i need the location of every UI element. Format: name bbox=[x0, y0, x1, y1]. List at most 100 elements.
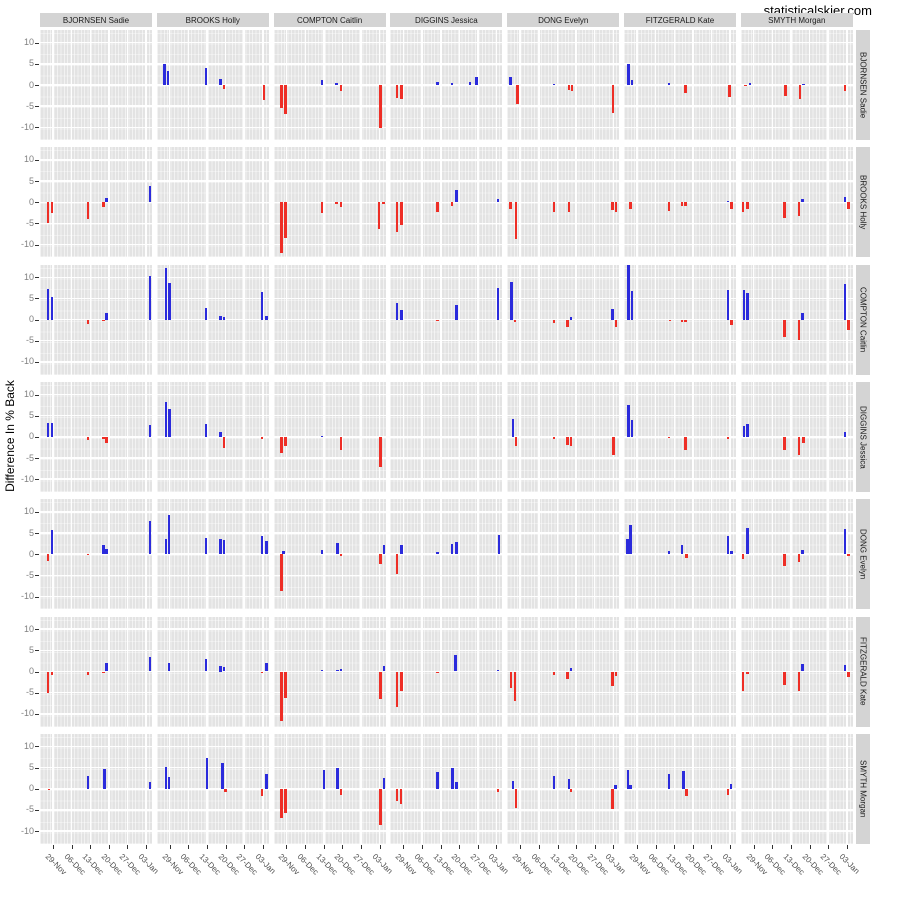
facet-panel-r4c2 bbox=[273, 499, 386, 610]
gridline-vertical bbox=[187, 616, 190, 727]
bar bbox=[680, 544, 684, 555]
bar bbox=[627, 405, 630, 437]
gridline-horizontal bbox=[156, 830, 269, 832]
x-tick-mark bbox=[636, 844, 638, 849]
gridline-horizontal bbox=[40, 41, 152, 44]
bar bbox=[379, 85, 382, 129]
gridline-vertical bbox=[126, 381, 129, 492]
bar bbox=[510, 281, 513, 320]
gridline-vertical bbox=[360, 499, 362, 610]
bar bbox=[552, 83, 556, 85]
bar bbox=[450, 543, 454, 555]
bar bbox=[436, 319, 439, 321]
facet-panel-r3c3 bbox=[390, 381, 503, 492]
bar bbox=[741, 202, 745, 212]
x-tick-mark bbox=[772, 844, 774, 849]
gridline-vertical bbox=[224, 381, 227, 492]
bar bbox=[395, 788, 399, 802]
gridline-vertical bbox=[846, 499, 848, 610]
gridline-horizontal bbox=[40, 691, 152, 694]
gridline-vertical bbox=[70, 30, 73, 140]
gridline-vertical bbox=[304, 30, 307, 140]
gridline-horizontal bbox=[156, 553, 269, 555]
bar bbox=[454, 655, 457, 672]
gridline-vertical bbox=[752, 147, 755, 258]
gridline-horizontal bbox=[624, 457, 736, 459]
y-tick-mark bbox=[35, 479, 39, 481]
bar bbox=[222, 317, 226, 320]
gridline-vertical bbox=[360, 616, 362, 727]
gridline-vertical bbox=[593, 616, 596, 727]
gridline-vertical bbox=[808, 381, 811, 492]
gridline-horizontal bbox=[40, 105, 152, 107]
facet-panel-r3c0 bbox=[40, 381, 152, 492]
gridline-horizontal bbox=[624, 105, 736, 107]
x-tick-mark bbox=[538, 844, 540, 849]
gridline-vertical bbox=[89, 733, 92, 844]
bar bbox=[50, 202, 53, 213]
bar bbox=[797, 436, 801, 456]
gridline-horizontal bbox=[740, 628, 853, 630]
gridline-vertical bbox=[673, 499, 676, 610]
y-tick-mark bbox=[35, 436, 39, 438]
gridline-vertical bbox=[710, 499, 713, 610]
gridline-vertical bbox=[323, 499, 325, 610]
x-tick-mark bbox=[379, 844, 381, 849]
gridline-vertical bbox=[790, 264, 792, 375]
x-tick-mark bbox=[207, 844, 209, 849]
gridline-horizontal bbox=[624, 628, 736, 630]
facet-panel-r1c5 bbox=[624, 147, 736, 258]
gridline-horizontal bbox=[156, 276, 269, 279]
bar bbox=[280, 85, 283, 109]
bar bbox=[335, 82, 338, 85]
gridline-vertical bbox=[402, 733, 405, 844]
gridline-vertical bbox=[827, 147, 829, 258]
gridline-vertical bbox=[145, 147, 147, 258]
bar bbox=[475, 77, 478, 85]
gridline-vertical bbox=[654, 147, 657, 258]
gridline-horizontal bbox=[390, 297, 503, 300]
facet-panel-r4c1 bbox=[156, 499, 269, 610]
y-tick-mark bbox=[35, 394, 39, 396]
gridline-horizontal bbox=[156, 745, 269, 748]
gridline-vertical bbox=[458, 616, 461, 727]
bar bbox=[262, 85, 265, 100]
gridline-horizontal bbox=[624, 553, 736, 555]
bar bbox=[783, 554, 786, 567]
facet-col-label: BROOKS Holly bbox=[156, 13, 269, 27]
gridline-horizontal bbox=[740, 595, 853, 598]
y-tick-label: -5 bbox=[25, 687, 34, 698]
gridline-horizontal bbox=[156, 393, 269, 396]
bar bbox=[746, 293, 749, 320]
gridline-vertical bbox=[126, 147, 129, 258]
bar bbox=[843, 283, 847, 320]
gridline-horizontal bbox=[390, 553, 503, 555]
y-tick-mark bbox=[35, 277, 39, 279]
bar bbox=[265, 663, 268, 672]
bar bbox=[167, 515, 171, 555]
bar bbox=[847, 202, 850, 209]
bar bbox=[514, 788, 518, 808]
bar bbox=[569, 317, 573, 320]
gridline-vertical bbox=[70, 147, 73, 258]
gridline-horizontal bbox=[624, 180, 736, 182]
bar bbox=[105, 663, 108, 672]
bar bbox=[280, 202, 283, 254]
gridline-horizontal bbox=[507, 830, 620, 832]
gridline-vertical bbox=[402, 616, 405, 727]
bar bbox=[395, 85, 399, 98]
gridline-vertical bbox=[771, 30, 774, 140]
gridline-horizontal bbox=[740, 532, 853, 534]
gridline-vertical bbox=[593, 499, 596, 610]
gridline-vertical bbox=[323, 264, 325, 375]
y-tick-mark bbox=[35, 671, 39, 673]
y-tick-label: 10 bbox=[23, 740, 34, 751]
gridline-vertical bbox=[440, 733, 442, 844]
bar bbox=[730, 202, 733, 209]
gridline-vertical bbox=[846, 733, 848, 844]
gridline-horizontal bbox=[40, 788, 152, 790]
bar bbox=[280, 788, 283, 818]
facet-row-label: DIGGINS Jessica bbox=[855, 381, 870, 492]
bar bbox=[339, 554, 343, 557]
y-tick-label: -5 bbox=[25, 804, 34, 815]
